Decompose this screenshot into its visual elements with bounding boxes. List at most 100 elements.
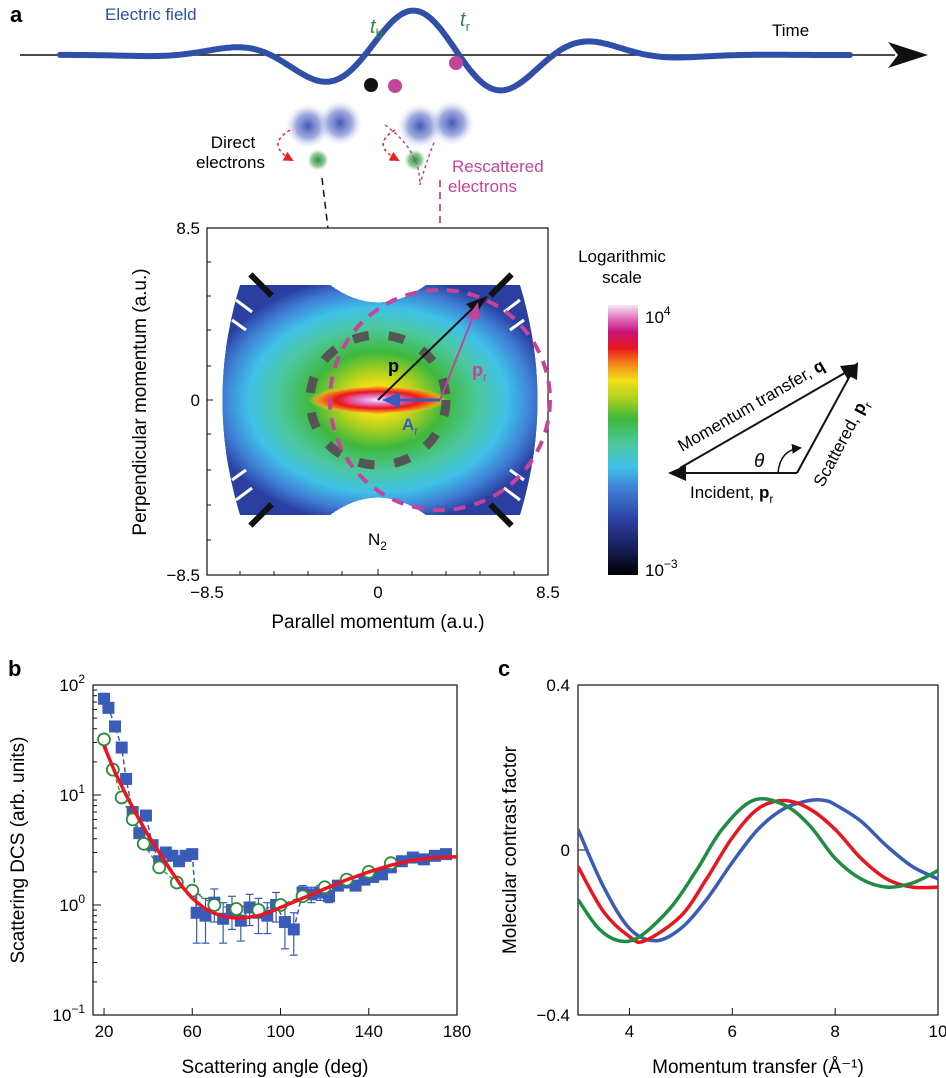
rescattering-circle — [328, 288, 552, 512]
calculated-point — [97, 732, 111, 747]
direct-boundary-ellipse — [305, 330, 451, 470]
panel-c-plot-area — [578, 797, 938, 945]
x-tick-label: 20 — [95, 1022, 114, 1041]
molecule-atom-2 — [318, 101, 362, 145]
rescattered-trajectory-arrow — [382, 129, 400, 161]
image-x-tick-min: −8.5 — [190, 583, 224, 602]
colorbar-title-line2: scale — [602, 268, 642, 287]
q-vector-label: Momentum transfer, q — [675, 356, 829, 456]
vector-pr-label: pr — [472, 360, 487, 384]
detector-mask-spokes — [231, 298, 525, 502]
colorbar-title-line1: Logarithmic — [578, 247, 666, 266]
measured-point — [287, 923, 300, 936]
y-tick-label: 0.4 — [546, 676, 570, 695]
measured-point — [115, 741, 128, 754]
measured-point — [139, 809, 152, 822]
y-tick-label: 10−1 — [52, 1002, 85, 1025]
contrast-factor-curve — [578, 797, 938, 944]
return-time-dot — [449, 56, 463, 70]
image-x-tick-zero: 0 — [373, 583, 382, 602]
rescattered-label-line2: electrons — [448, 177, 517, 196]
colorbar-max-label: 104 — [645, 304, 671, 327]
panel-c-ticks — [578, 684, 939, 1016]
x-tick-label: 6 — [728, 1022, 737, 1041]
calculated-point — [136, 836, 151, 851]
incident-vector-head — [668, 465, 686, 481]
rescattered-electron — [404, 149, 426, 171]
image-y-tick-max: 8.5 — [176, 219, 200, 238]
measured-point — [109, 720, 122, 733]
image-y-axis-label: Perpendicular momentum (a.u.) — [130, 268, 151, 535]
image-y-tick-min: −8.5 — [166, 566, 200, 585]
tb-label: tb — [370, 16, 383, 41]
panel-c-letter: c — [498, 656, 510, 681]
detector-mask-bars — [248, 272, 514, 528]
x-tick-label: 180 — [443, 1022, 471, 1041]
panel-b-y-tick-labels: 102 101 100 10−1 — [52, 672, 85, 1025]
y-tick-label: 100 — [59, 892, 85, 915]
rescattered-label-line1: Rescattered — [452, 157, 544, 176]
panel-b-y-axis-label: Scattering DCS (arb. units) — [8, 736, 29, 963]
y-tick-label: −0.4 — [536, 1006, 570, 1025]
q-vector-head — [840, 364, 858, 380]
molecule-atom-3 — [398, 104, 442, 148]
tr-label: tr — [460, 9, 471, 34]
panel-b-plot-area — [97, 692, 457, 956]
direct-trajectory-arrow — [277, 129, 294, 161]
calculated-point — [229, 902, 244, 916]
measured-point — [186, 848, 199, 861]
x-tick-label: 140 — [355, 1022, 383, 1041]
image-x-tick-max: 8.5 — [536, 583, 560, 602]
x-tick-label: 4 — [625, 1022, 634, 1041]
electric-field-label: Electric field — [105, 5, 197, 24]
measured-connector — [103, 698, 447, 931]
colorbar-min-label: 10−3 — [645, 557, 678, 580]
calculated-point — [152, 860, 167, 875]
rescattering-loop — [384, 124, 436, 186]
x-tick-label: 10 — [929, 1022, 946, 1041]
vector-p-label: p — [388, 356, 399, 376]
direct-label-line2: electrons — [196, 153, 265, 172]
image-ticks — [206, 227, 549, 576]
x-tick-label: 100 — [266, 1022, 294, 1041]
panel-c-y-tick-labels: 0.4 0 −0.4 — [536, 676, 570, 1025]
q-vector-line — [679, 369, 851, 469]
panel-b-ticks — [93, 684, 458, 1016]
vector-ar-label: Ar — [402, 415, 418, 438]
birth-time-dot — [364, 78, 378, 92]
theta-arc — [777, 443, 802, 474]
contrast-factor-curve — [578, 797, 938, 943]
measured-point — [199, 909, 212, 922]
image-y-tick-zero: 0 — [191, 391, 200, 410]
x-tick-label: 8 — [830, 1022, 839, 1041]
scattered-vector-line — [796, 371, 853, 474]
theta-label: θ — [754, 451, 765, 472]
colorbar — [608, 305, 638, 575]
measured-point — [102, 701, 115, 714]
vector-p-line — [377, 305, 476, 401]
image-x-axis-label: Parallel momentum (a.u.) — [271, 612, 484, 633]
x-tick-label: 60 — [183, 1022, 202, 1041]
molecule-atom-4 — [430, 101, 474, 145]
measured-point — [98, 692, 111, 705]
direct-electron — [307, 149, 329, 171]
panel-b-letter: b — [8, 656, 21, 681]
vector-pr-head — [467, 302, 480, 320]
panel-c-x-axis-label: Momentum transfer (Å⁻¹) — [652, 1057, 864, 1078]
panel-c-frame — [577, 684, 939, 1016]
calculated-point — [207, 898, 222, 912]
panel-a-letter: a — [10, 2, 23, 27]
time-arrowhead — [888, 42, 928, 68]
vector-ar-head — [382, 392, 400, 408]
birth-time-dot-magenta — [388, 79, 402, 93]
measured-point — [120, 772, 133, 785]
contrast-factor-curve — [578, 798, 938, 945]
y-tick-label: 102 — [59, 672, 85, 695]
panel-b-x-axis-label: Scattering angle (deg) — [182, 1057, 369, 1078]
time-label: Time — [772, 21, 809, 40]
panel-c-y-axis-label: Molecular contrast factor — [500, 745, 521, 954]
electric-field-wave — [57, 7, 853, 94]
panel-b-x-tick-labels: 20 60 100 140 180 — [95, 1022, 472, 1041]
direct-label-line1: Direct — [211, 133, 256, 152]
